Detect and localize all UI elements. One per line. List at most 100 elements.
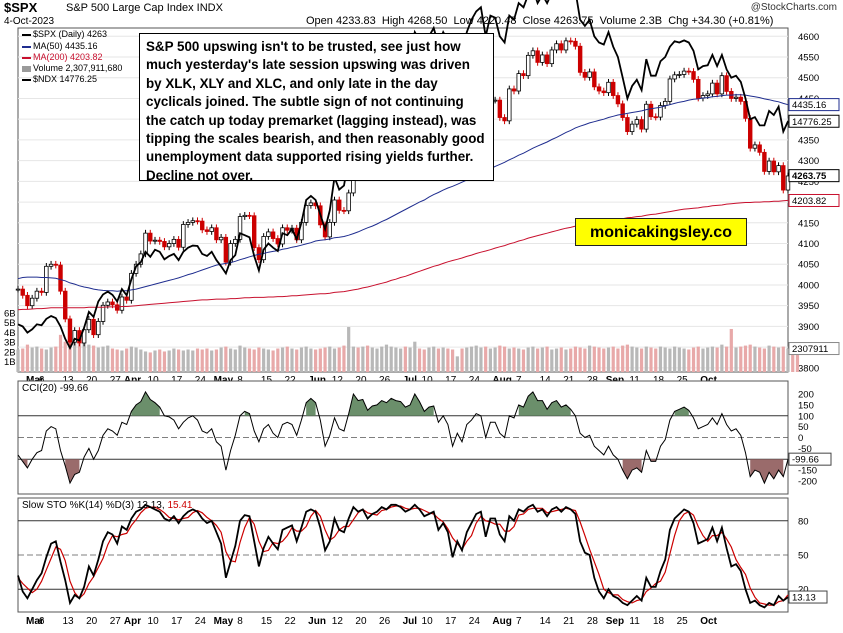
price-tick-label: 4500 [798,73,819,84]
price-candle [29,297,35,307]
volume-tick-label: 4B [4,328,16,339]
price-tick-label: 4100 [798,239,819,250]
price-candle [176,238,181,248]
price-candle [67,318,73,343]
volume-bar [21,348,25,372]
volume-bar [687,349,691,372]
volume-bar [786,348,790,372]
volume-bar [479,347,483,372]
close-label: Close [522,15,551,27]
stochastic-d-line [17,505,789,606]
x-tick-label: Apr [124,616,141,627]
volume-bar [630,346,634,372]
price-candle [39,290,44,293]
legend-ndx: $NDX 14776.25 [22,74,97,84]
price-candle [166,243,172,248]
volume-bar [465,347,469,372]
volume-bar [96,347,100,372]
price-candle [785,175,791,191]
volume-bar [332,348,337,372]
price-candle [157,239,162,242]
brand-watermark: monicakingsley.co [575,218,747,246]
price-candle [516,73,521,92]
price-candle [582,71,588,78]
price-candle [733,96,739,99]
volume-bar [611,346,615,372]
price-candle [251,215,257,249]
stochastic-title: Slow STO %K(14) %D(3) 13.13, 15.41 [22,500,192,511]
volume-bar [455,356,459,372]
price-candle [15,288,21,291]
volume-bar [795,349,800,372]
volume-bar [361,346,365,372]
volume-bar [583,348,587,372]
x-tick-label: 12 [332,616,344,627]
volume-bar [673,346,677,372]
volume-bar [54,346,58,372]
volume-bar [573,346,578,372]
volume-bar [677,347,681,372]
x-tick-label: 17 [171,616,183,627]
price-candle [124,296,129,301]
legend-ndx-label: $NDX 14776.25 [33,74,98,84]
volume-bar [696,346,700,372]
volume-bar [375,348,379,372]
price-candle [776,165,781,173]
x-tick-label: Oct [700,616,717,627]
volume-bar [536,348,540,372]
price-candle [634,119,640,125]
volume-bar [578,347,582,372]
low-value: 4220.48 [476,15,517,27]
legend-ma200: MA(200) 4203.82 [22,52,103,62]
volume-tick-label: 6B [4,308,16,319]
volume-bar [266,349,270,372]
stochastic-tick-label: 80 [798,516,809,527]
volume-bar [181,350,185,372]
volume-bar [356,347,360,372]
price-candle [658,105,663,118]
price-tick-label: 3950 [798,301,819,312]
volume-bar [25,344,30,372]
volume-bar [252,349,256,372]
volume-bar [597,347,601,372]
volume-bar [592,346,596,372]
volume-bar [531,346,535,372]
price-candle [530,50,536,56]
price-candle [771,160,777,173]
price-candle [521,73,526,77]
volume-bar [446,348,450,372]
volume-bar [309,348,313,372]
price-candle [237,216,243,240]
volume-bar [323,347,327,372]
x-tick-label: 24 [195,616,207,627]
volume-bar [781,346,785,372]
price-candle [696,78,701,99]
price-candle [719,75,725,95]
price-candle [766,160,772,172]
volume-bar [507,348,511,372]
price-candle [563,40,569,51]
volume-bar [791,347,795,372]
price-candle [662,100,668,106]
volume-bar [399,348,403,372]
volume-bar [753,346,757,372]
stochastic-k-line [17,503,789,609]
volume-label: Volume [599,15,637,27]
volume-bar [285,346,289,372]
price-tick-label: 3900 [798,322,819,333]
price-candle [105,301,110,306]
volume-bar [314,349,318,372]
cci-oversold-fill [622,459,642,479]
volume-bar [172,348,176,372]
price-candle [625,117,630,133]
volume-bar [498,345,502,372]
volume-bar [488,348,492,372]
legend-swatch-icon [22,56,31,59]
volume-bar [58,334,63,372]
copyright: @StockCharts.com [750,2,837,13]
volume-bar [214,349,219,372]
volume-bar [460,348,464,372]
price-candle [91,318,96,336]
price-candle [200,220,205,231]
volume-bar [654,348,658,372]
